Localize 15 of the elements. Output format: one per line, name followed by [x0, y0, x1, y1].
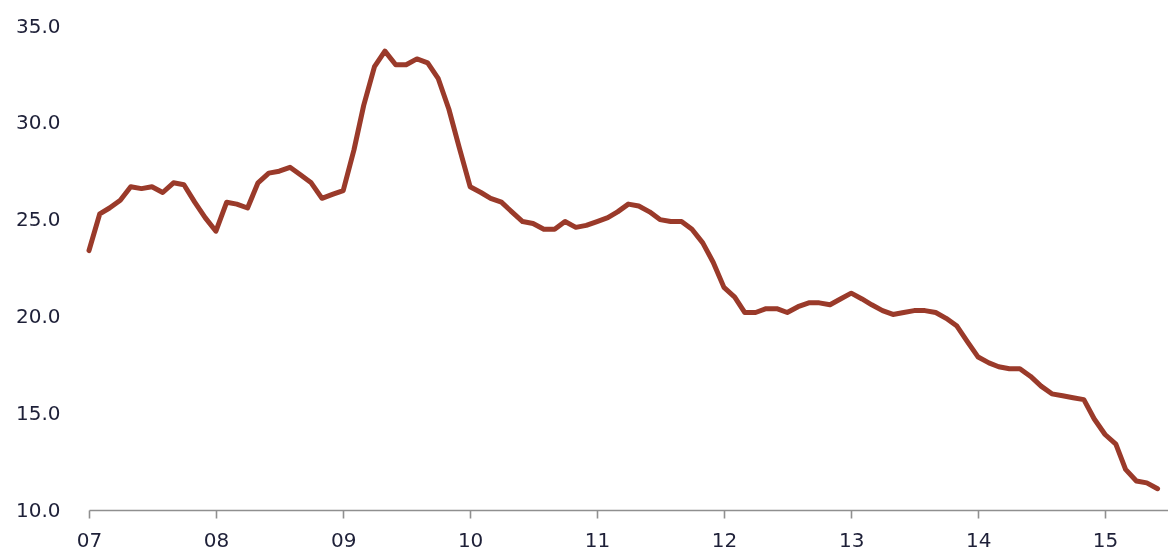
x-tick-label: 08	[203, 527, 230, 552]
x-tick-label: 14	[965, 527, 992, 552]
x-tick-label: 07	[76, 527, 103, 552]
x-tick-label: 15	[1092, 527, 1119, 552]
y-tick-label: 30.0	[15, 110, 61, 135]
y-tick-label: 10.0	[15, 497, 61, 522]
x-tick-label: 12	[711, 527, 738, 552]
y-tick-label: 20.0	[15, 303, 61, 328]
x-tick-label: 11	[584, 527, 611, 552]
x-tick-label: 10	[457, 527, 484, 552]
y-tick-label: 35.0	[15, 13, 61, 38]
x-tick-label: 09	[330, 527, 357, 552]
y-tick-label: 15.0	[15, 400, 61, 425]
y-tick-label: 25.0	[15, 207, 61, 232]
x-tick-label: 13	[838, 527, 865, 552]
